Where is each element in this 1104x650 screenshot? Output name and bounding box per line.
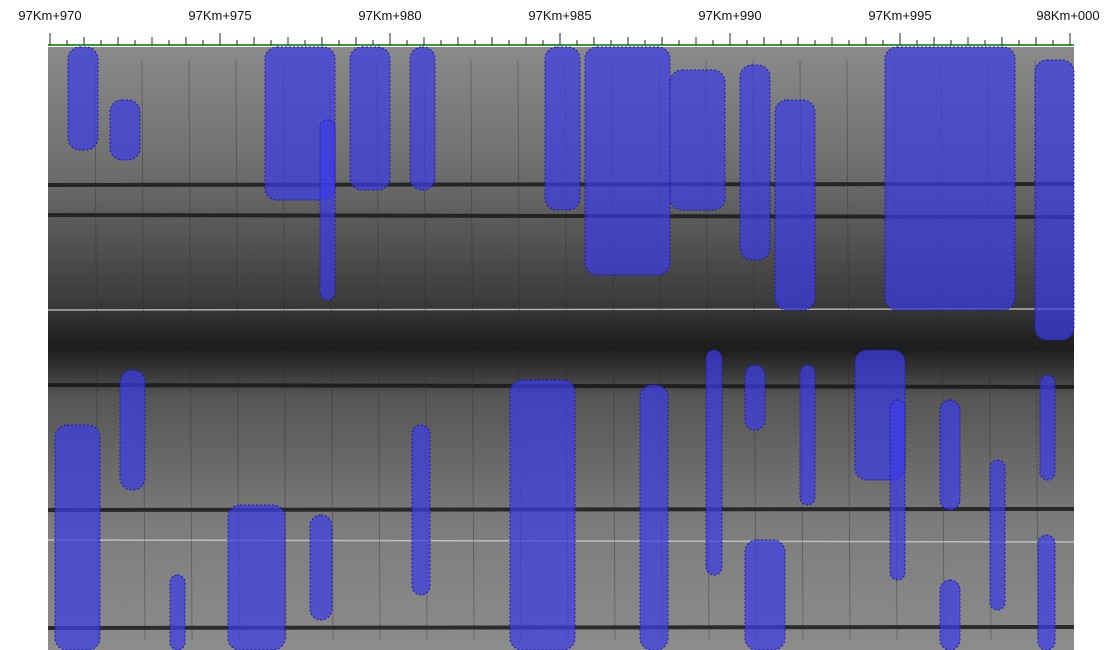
leak-area <box>1038 535 1055 650</box>
leak-area <box>745 365 765 430</box>
leak-area <box>1035 60 1074 340</box>
leak-area <box>775 100 815 310</box>
ruler-label: 98Km+000 <box>1036 8 1099 23</box>
leak-area <box>320 120 335 300</box>
leak-area <box>1040 375 1055 480</box>
leak-area <box>940 580 960 650</box>
ruler-label: 97Km+995 <box>868 8 931 23</box>
ruler-label: 97Km+980 <box>358 8 421 23</box>
leak-area <box>412 425 430 595</box>
page: 97Km+970 97Km+975 97Km+980 97Km+985 97Km+990… <box>0 0 1104 650</box>
leak-area <box>740 65 770 260</box>
leak-area <box>350 47 390 190</box>
ruler-label: 97Km+990 <box>698 8 761 23</box>
leak-area <box>120 370 145 490</box>
leak-area <box>310 515 332 620</box>
leak-area <box>228 505 285 650</box>
tunnel-scan-view: 97Km+970 97Km+975 97Km+980 97Km+985 97Km+990… <box>0 0 1104 650</box>
leak-area <box>640 385 668 650</box>
leak-area <box>68 47 98 150</box>
leak-area <box>800 365 815 505</box>
ruler-label: 97Km+975 <box>188 8 251 23</box>
leak-area <box>670 70 725 210</box>
leak-area <box>170 575 185 650</box>
leak-area <box>990 460 1005 610</box>
leak-area <box>510 380 575 650</box>
leak-area <box>885 47 1015 310</box>
leak-area <box>706 350 722 575</box>
leak-area <box>585 47 670 275</box>
leak-area <box>545 47 580 210</box>
leak-area <box>410 47 435 190</box>
leak-area <box>745 540 785 650</box>
ruler-label: 97Km+970 <box>18 8 81 23</box>
leak-area <box>110 100 140 160</box>
ruler-label: 97Km+985 <box>528 8 591 23</box>
leak-area <box>940 400 960 510</box>
leak-area <box>890 400 905 580</box>
leak-area <box>55 425 100 650</box>
